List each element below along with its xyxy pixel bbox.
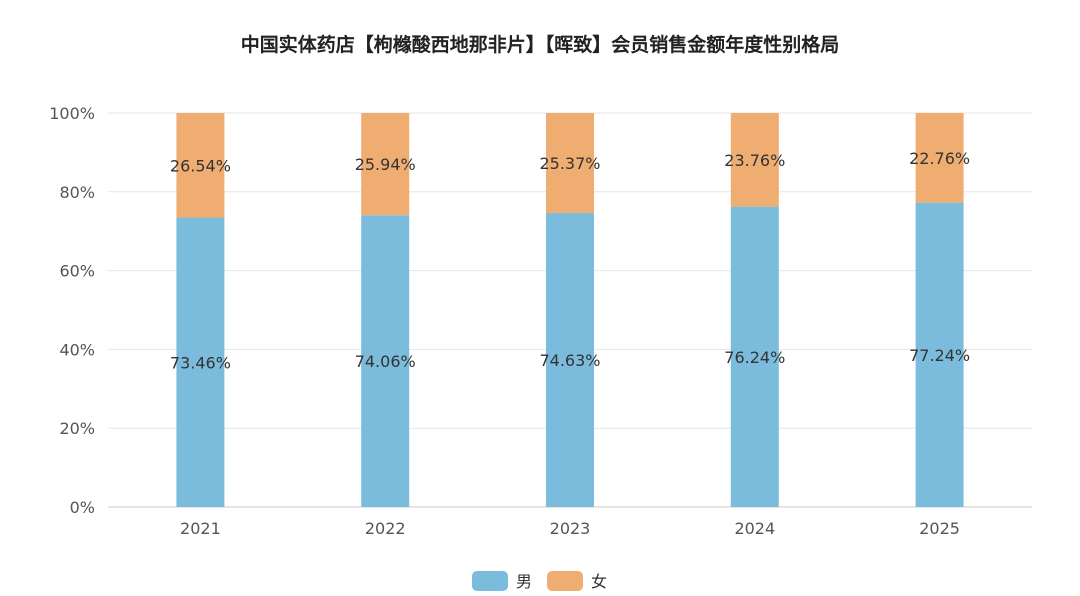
bar-male-2024 xyxy=(730,206,779,508)
x-tick-label: 2022 xyxy=(365,519,406,538)
x-tick-label: 2021 xyxy=(180,519,221,538)
data-label: 77.24% xyxy=(909,346,970,365)
legend[interactable]: 男女 xyxy=(472,571,607,591)
data-label: 25.94% xyxy=(355,155,416,174)
data-label: 22.76% xyxy=(909,149,970,168)
x-tick-label: 2023 xyxy=(550,519,591,538)
x-tick-label: 2025 xyxy=(919,519,960,538)
x-axis-ticks: 2021 2022 2023 2024 2025 xyxy=(180,519,960,538)
y-axis-ticks: 0% 20% 40% 60% 80% 100% xyxy=(49,104,95,517)
legend-swatch[interactable] xyxy=(547,571,583,591)
data-label: 76.24% xyxy=(724,348,785,367)
legend-label[interactable]: 女 xyxy=(591,572,607,591)
bar-male-2022 xyxy=(361,215,410,507)
data-label: 26.54% xyxy=(170,156,231,175)
bar-male-2025 xyxy=(915,202,964,508)
bar-male-2023 xyxy=(546,212,594,507)
bar-female-2022 xyxy=(361,113,410,216)
data-label: 73.46% xyxy=(170,353,231,372)
data-label: 25.37% xyxy=(539,154,600,173)
y-tick-label: 100% xyxy=(49,104,95,123)
legend-swatch[interactable] xyxy=(472,571,508,591)
data-labels: 73.46% 26.54% 74.06% 25.94% 74.63% 25.37% 76.2… xyxy=(170,149,970,372)
data-label: 23.76% xyxy=(724,151,785,170)
chart-title: 中国实体药店【枸橼酸西地那非片】【晖致】会员销售金额年度性别格局 xyxy=(241,33,840,56)
legend-label[interactable]: 男 xyxy=(516,572,532,591)
bar-female-2025 xyxy=(915,113,964,203)
bar-female-2021 xyxy=(176,113,225,218)
data-label: 74.06% xyxy=(355,352,416,371)
y-tick-label: 0% xyxy=(70,498,95,517)
bar-female-2023 xyxy=(546,113,594,213)
bars xyxy=(176,113,964,508)
bar-male-2021 xyxy=(176,217,225,507)
y-tick-label: 40% xyxy=(59,340,95,359)
x-tick-label: 2024 xyxy=(734,519,775,538)
y-tick-label: 60% xyxy=(59,262,95,281)
y-tick-label: 20% xyxy=(59,419,95,438)
bar-female-2024 xyxy=(730,113,779,207)
y-tick-label: 80% xyxy=(59,183,95,202)
data-label: 74.63% xyxy=(539,351,600,370)
